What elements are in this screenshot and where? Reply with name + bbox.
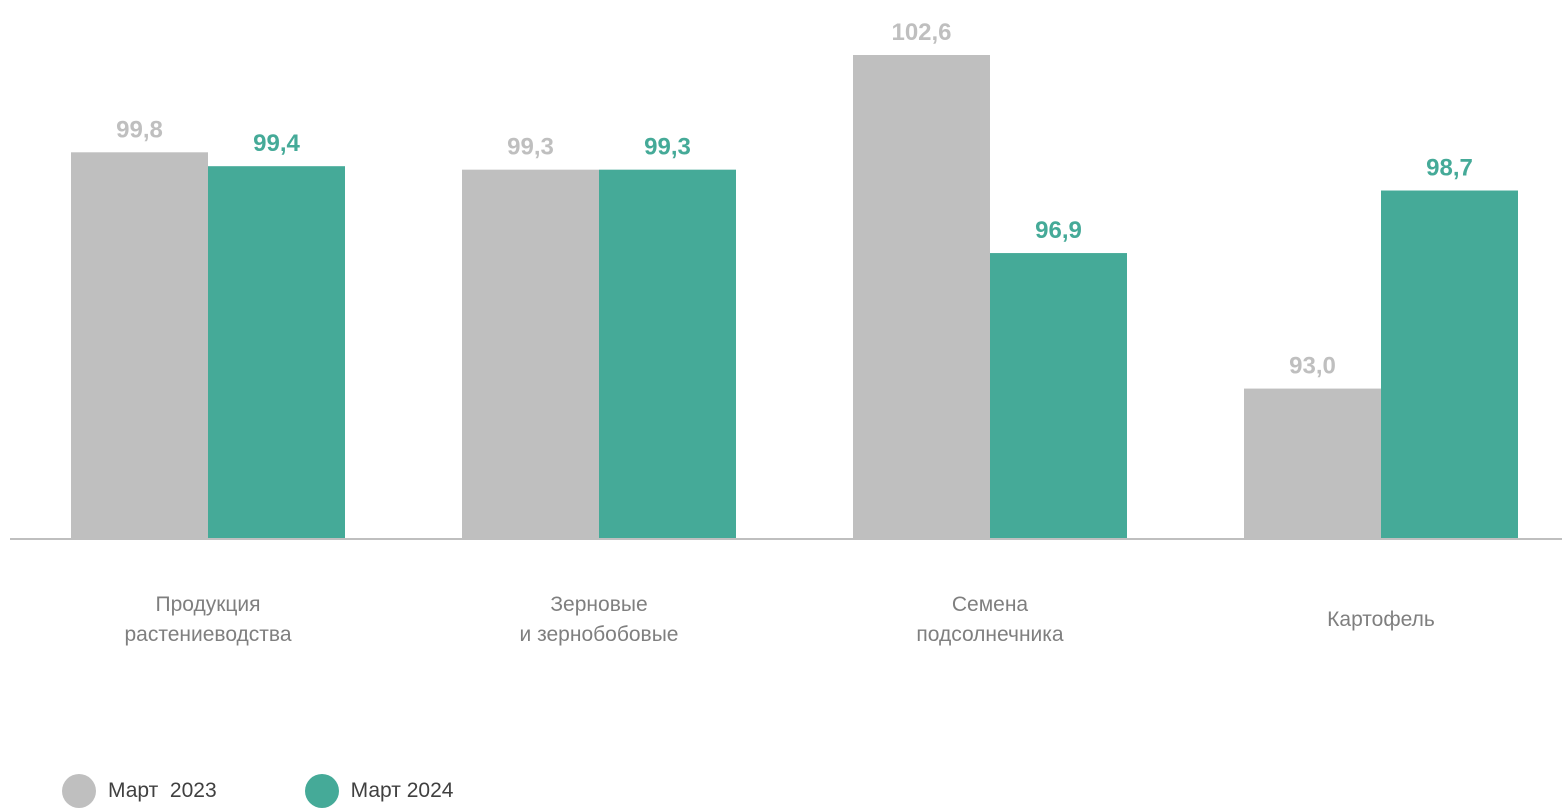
value-label-2023-0: 99,8 [116,116,163,143]
category-label-line: подсолнечника [916,623,1064,646]
bar-2023-1 [462,169,599,538]
category-label-line: Зерновые [550,593,647,616]
category-label-line: Картофель [1327,608,1435,631]
bar-2023-0 [71,152,208,538]
category-label-line: Продукция [155,593,260,616]
value-label-2024-0: 99,4 [253,130,300,157]
bars-group [71,55,1518,538]
value-label-2023-3: 93,0 [1289,353,1336,380]
category-labels-group: Продукция растениеводства Зерновые и зерноб… [124,593,1434,646]
bar-chart: 99,8 99,4 99,3 99,3 102,6 96,9 93,0 98,7 Продук… [10,19,1562,646]
legend-item-2023: Март 2023 [62,774,217,808]
category-label-1: Зерновые и зернобобовые [520,593,679,646]
category-label-3: Картофель [1327,608,1435,631]
category-label-line: растениеводства [124,623,291,646]
value-label-2024-3: 98,7 [1426,155,1473,182]
bar-2023-2 [853,55,990,538]
bar-2024-0 [208,166,345,538]
legend: Март 2023 Март 2024 [62,774,541,808]
value-label-2024-1: 99,3 [644,134,691,161]
legend-label-2024: Март 2024 [350,779,454,802]
value-labels-group: 99,8 99,4 99,3 99,3 102,6 96,9 93,0 98,7 [116,19,1473,380]
bar-2024-2 [990,253,1127,538]
bar-2024-1 [599,169,736,538]
bar-2024-3 [1381,190,1518,538]
category-label-2: Семена подсолнечника [916,593,1064,646]
legend-label-2023: Март 2023 [108,779,217,802]
legend-item-2024: Март 2024 [304,774,454,808]
legend-swatch-2023 [62,774,96,808]
value-label-2023-2: 102,6 [891,19,951,46]
category-label-line: и зернобобовые [520,623,679,646]
value-label-2024-2: 96,9 [1035,217,1082,244]
legend-swatch-2024 [304,774,339,808]
value-label-2023-1: 99,3 [507,134,554,161]
category-label-0: Продукция растениеводства [124,593,291,646]
bar-2023-3 [1244,388,1381,538]
category-label-line: Семена [952,593,1029,616]
